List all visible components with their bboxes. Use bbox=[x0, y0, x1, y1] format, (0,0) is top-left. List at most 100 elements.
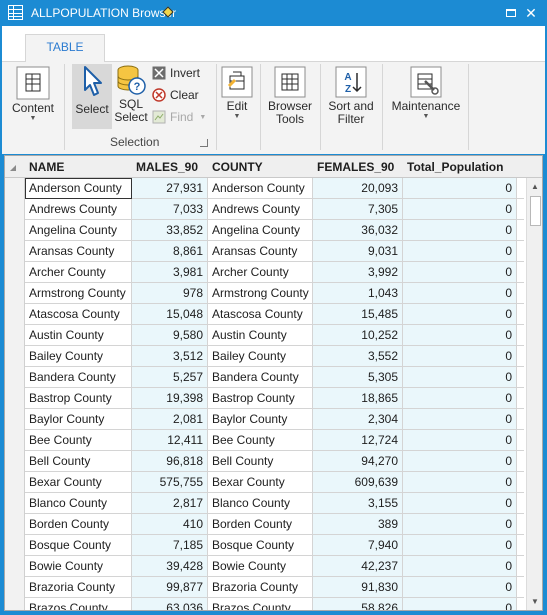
row-header-column[interactable] bbox=[5, 178, 25, 610]
content-button[interactable]: Content ▼ bbox=[10, 66, 56, 126]
scroll-up-icon[interactable]: ▲ bbox=[531, 182, 539, 191]
column-header-total[interactable]: Total_Population bbox=[407, 160, 504, 174]
cell-males[interactable]: 410 bbox=[132, 514, 208, 535]
cell-county[interactable]: Bexar County bbox=[208, 472, 313, 493]
column-header-males[interactable]: MALES_90 bbox=[136, 160, 199, 174]
cell-males[interactable]: 7,185 bbox=[132, 535, 208, 556]
table-row[interactable]: Bee County 12,411 Bee County 12,724 0 bbox=[25, 430, 524, 451]
column-header-county[interactable]: COUNTY bbox=[212, 160, 263, 174]
cell-total[interactable]: 0 bbox=[403, 304, 517, 325]
cell-females[interactable]: 7,305 bbox=[313, 199, 403, 220]
cell-county[interactable]: Bell County bbox=[208, 451, 313, 472]
cell-males[interactable]: 27,931 bbox=[132, 178, 208, 199]
cell-total[interactable]: 0 bbox=[403, 577, 517, 598]
cell-name[interactable]: Austin County bbox=[25, 325, 132, 346]
cell-total[interactable]: 0 bbox=[403, 262, 517, 283]
table-row[interactable]: Bastrop County 19,398 Bastrop County 18,865… bbox=[25, 388, 524, 409]
cell-females[interactable]: 10,252 bbox=[313, 325, 403, 346]
cell-males[interactable]: 63,036 bbox=[132, 598, 208, 610]
cell-county[interactable]: Borden County bbox=[208, 514, 313, 535]
scroll-down-icon[interactable]: ▼ bbox=[531, 597, 539, 606]
cell-name[interactable]: Archer County bbox=[25, 262, 132, 283]
cell-county[interactable]: Bosque County bbox=[208, 535, 313, 556]
cell-name[interactable]: Andrews County bbox=[25, 199, 132, 220]
cell-males[interactable]: 33,852 bbox=[132, 220, 208, 241]
table-row[interactable]: Borden County 410 Borden County 389 0 bbox=[25, 514, 524, 535]
cell-total[interactable]: 0 bbox=[403, 220, 517, 241]
cell-males[interactable]: 99,877 bbox=[132, 577, 208, 598]
cell-males[interactable]: 9,580 bbox=[132, 325, 208, 346]
cell-name[interactable]: Borden County bbox=[25, 514, 132, 535]
cell-name[interactable]: Brazoria County bbox=[25, 577, 132, 598]
cell-females[interactable]: 58,826 bbox=[313, 598, 403, 610]
cell-county[interactable]: Archer County bbox=[208, 262, 313, 283]
cell-females[interactable]: 91,830 bbox=[313, 577, 403, 598]
cell-name[interactable]: Bell County bbox=[25, 451, 132, 472]
table-row[interactable]: Andrews County 7,033 Andrews County 7,305 0 bbox=[25, 199, 524, 220]
cell-females[interactable]: 389 bbox=[313, 514, 403, 535]
cell-name[interactable]: Aransas County bbox=[25, 241, 132, 262]
cell-name[interactable]: Anderson County bbox=[25, 178, 132, 199]
cell-total[interactable]: 0 bbox=[403, 472, 517, 493]
sql-select-button[interactable]: ? SQL Select bbox=[114, 64, 148, 124]
column-header-females[interactable]: FEMALES_90 bbox=[317, 160, 395, 174]
cell-females[interactable]: 3,552 bbox=[313, 346, 403, 367]
column-header-name[interactable]: NAME bbox=[29, 160, 65, 174]
browser-tools-button[interactable]: Browser Tools bbox=[266, 66, 314, 130]
cell-total[interactable]: 0 bbox=[403, 493, 517, 514]
cell-name[interactable]: Bee County bbox=[25, 430, 132, 451]
cell-county[interactable]: Bandera County bbox=[208, 367, 313, 388]
cell-total[interactable]: 0 bbox=[403, 283, 517, 304]
cell-males[interactable]: 3,512 bbox=[132, 346, 208, 367]
cell-name[interactable]: Bexar County bbox=[25, 472, 132, 493]
cell-name[interactable]: Bosque County bbox=[25, 535, 132, 556]
cell-total[interactable]: 0 bbox=[403, 178, 517, 199]
cell-county[interactable]: Bailey County bbox=[208, 346, 313, 367]
table-row[interactable]: Angelina County 33,852 Angelina County 36,0… bbox=[25, 220, 524, 241]
cell-name[interactable]: Armstrong County bbox=[25, 283, 132, 304]
cell-males[interactable]: 15,048 bbox=[132, 304, 208, 325]
cell-females[interactable]: 94,270 bbox=[313, 451, 403, 472]
table-row[interactable]: Anderson County 27,931 Anderson County 20,0… bbox=[25, 178, 524, 199]
cell-county[interactable]: Armstrong County bbox=[208, 283, 313, 304]
cell-males[interactable]: 2,817 bbox=[132, 493, 208, 514]
tab-table[interactable]: TABLE bbox=[25, 34, 105, 63]
cell-males[interactable]: 39,428 bbox=[132, 556, 208, 577]
table-row[interactable]: Archer County 3,981 Archer County 3,992 0 bbox=[25, 262, 524, 283]
table-row[interactable]: Bexar County 575,755 Bexar County 609,639 0 bbox=[25, 472, 524, 493]
cell-county[interactable]: Bastrop County bbox=[208, 388, 313, 409]
cell-females[interactable]: 42,237 bbox=[313, 556, 403, 577]
invert-button[interactable]: Invert bbox=[152, 66, 200, 80]
cell-females[interactable]: 3,155 bbox=[313, 493, 403, 514]
cell-county[interactable]: Austin County bbox=[208, 325, 313, 346]
cell-name[interactable]: Bowie County bbox=[25, 556, 132, 577]
cell-males[interactable]: 575,755 bbox=[132, 472, 208, 493]
vertical-scrollbar[interactable]: ▲ ▼ bbox=[526, 178, 542, 610]
cell-name[interactable]: Bastrop County bbox=[25, 388, 132, 409]
cell-total[interactable]: 0 bbox=[403, 430, 517, 451]
close-button[interactable]: ✕ bbox=[525, 5, 537, 21]
cell-males[interactable]: 5,257 bbox=[132, 367, 208, 388]
cell-total[interactable]: 0 bbox=[403, 556, 517, 577]
table-row[interactable]: Bowie County 39,428 Bowie County 42,237 0 bbox=[25, 556, 524, 577]
cell-females[interactable]: 36,032 bbox=[313, 220, 403, 241]
cell-county[interactable]: Anderson County bbox=[208, 178, 313, 199]
cell-females[interactable]: 3,992 bbox=[313, 262, 403, 283]
table-row[interactable]: Baylor County 2,081 Baylor County 2,304 0 bbox=[25, 409, 524, 430]
cell-females[interactable]: 20,093 bbox=[313, 178, 403, 199]
cell-name[interactable]: Bailey County bbox=[25, 346, 132, 367]
cell-males[interactable]: 2,081 bbox=[132, 409, 208, 430]
cell-males[interactable]: 19,398 bbox=[132, 388, 208, 409]
group-expand-icon[interactable] bbox=[200, 139, 208, 147]
cell-name[interactable]: Angelina County bbox=[25, 220, 132, 241]
cell-name[interactable]: Brazos County bbox=[25, 598, 132, 610]
table-row[interactable]: Atascosa County 15,048 Atascosa County 15,4… bbox=[25, 304, 524, 325]
table-row[interactable]: Bosque County 7,185 Bosque County 7,940 0 bbox=[25, 535, 524, 556]
cell-females[interactable]: 12,724 bbox=[313, 430, 403, 451]
find-button[interactable]: Find ▼ bbox=[152, 110, 206, 124]
cell-total[interactable]: 0 bbox=[403, 325, 517, 346]
cell-total[interactable]: 0 bbox=[403, 346, 517, 367]
cell-total[interactable]: 0 bbox=[403, 514, 517, 535]
select-button[interactable]: Select bbox=[72, 64, 112, 129]
cell-males[interactable]: 7,033 bbox=[132, 199, 208, 220]
